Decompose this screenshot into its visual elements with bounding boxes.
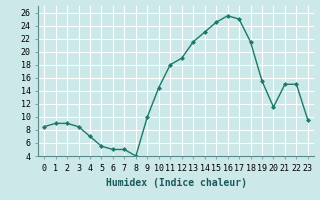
- X-axis label: Humidex (Indice chaleur): Humidex (Indice chaleur): [106, 178, 246, 188]
